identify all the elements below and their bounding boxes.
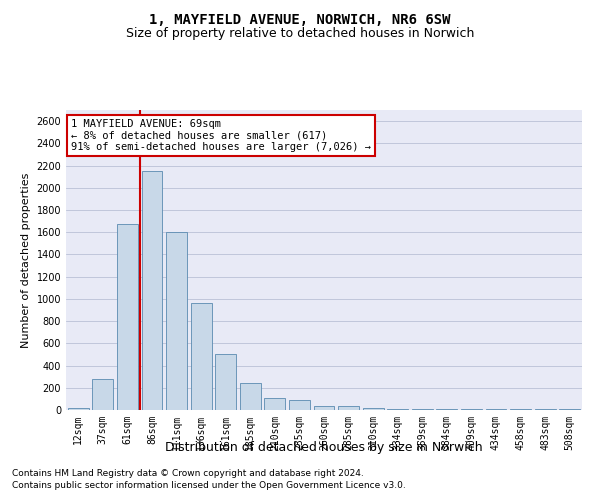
Bar: [387, 409, 408, 410]
Bar: [215, 354, 236, 410]
Text: Contains public sector information licensed under the Open Government Licence v3: Contains public sector information licen…: [12, 481, 406, 490]
Bar: [240, 384, 261, 410]
Bar: [166, 232, 187, 410]
Text: Contains HM Land Registry data © Crown copyright and database right 2024.: Contains HM Land Registry data © Crown c…: [12, 468, 364, 477]
Bar: [412, 409, 433, 410]
Bar: [362, 408, 383, 410]
Text: 1, MAYFIELD AVENUE, NORWICH, NR6 6SW: 1, MAYFIELD AVENUE, NORWICH, NR6 6SW: [149, 12, 451, 26]
Text: 1 MAYFIELD AVENUE: 69sqm
← 8% of detached houses are smaller (617)
91% of semi-d: 1 MAYFIELD AVENUE: 69sqm ← 8% of detache…: [71, 119, 371, 152]
Bar: [436, 409, 457, 410]
Bar: [510, 409, 531, 410]
Bar: [117, 224, 138, 410]
Bar: [68, 408, 89, 410]
Bar: [92, 379, 113, 410]
Bar: [338, 406, 359, 410]
Bar: [265, 398, 286, 410]
Bar: [314, 406, 334, 410]
Text: Distribution of detached houses by size in Norwich: Distribution of detached houses by size …: [165, 441, 483, 454]
Text: Size of property relative to detached houses in Norwich: Size of property relative to detached ho…: [126, 28, 474, 40]
Bar: [289, 400, 310, 410]
Bar: [142, 171, 163, 410]
Bar: [559, 409, 580, 410]
Y-axis label: Number of detached properties: Number of detached properties: [21, 172, 31, 348]
Bar: [191, 304, 212, 410]
Bar: [461, 409, 482, 410]
